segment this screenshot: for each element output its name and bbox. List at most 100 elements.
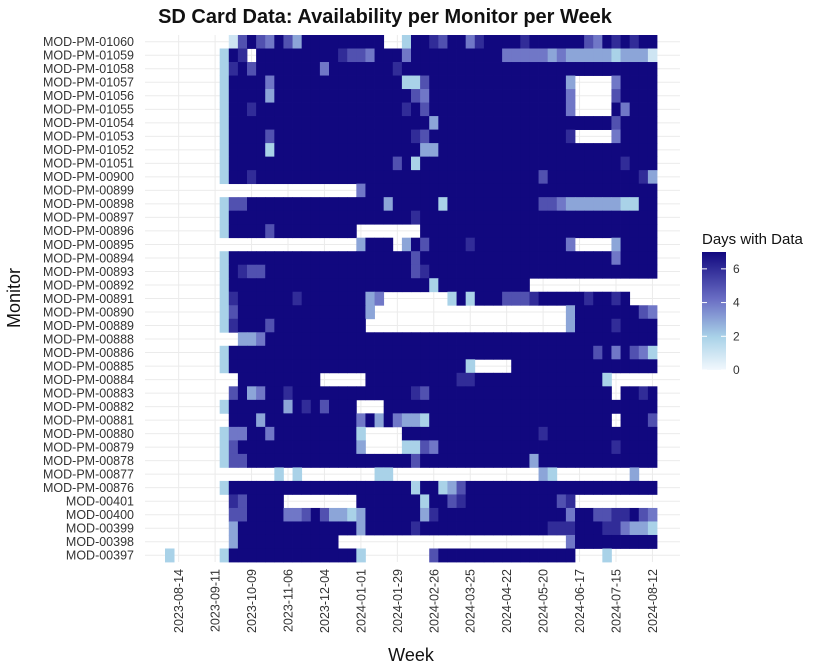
heatmap-cell (502, 251, 512, 266)
y-tick-label: MOD-PM-00893 (43, 265, 134, 279)
heatmap-cell (438, 494, 448, 509)
x-tick-label: 2024-03-25 (464, 569, 478, 633)
heatmap-cell (301, 62, 312, 76)
heatmap-cell (565, 305, 576, 320)
heatmap-cell (483, 210, 494, 225)
heatmap-cell (429, 210, 439, 225)
heatmap-cell (465, 183, 476, 198)
heatmap-cell (265, 116, 275, 130)
heatmap-cell (529, 210, 539, 225)
heatmap-cell (556, 264, 567, 279)
heatmap-cell (538, 102, 549, 117)
heatmap-cell (438, 548, 448, 563)
heatmap-cell (483, 183, 494, 198)
heatmap-cell (411, 386, 421, 401)
heatmap-cell (474, 48, 485, 63)
heatmap-cell (438, 278, 448, 293)
heatmap-cell (356, 170, 366, 185)
heatmap-cell (365, 62, 375, 76)
heatmap-cell (647, 170, 658, 185)
heatmap-cell (420, 224, 430, 239)
heatmap-cell (365, 359, 375, 374)
heatmap-cell (329, 224, 339, 239)
x-tick-label: 2024-05-20 (537, 569, 551, 633)
heatmap-cell (611, 62, 621, 76)
heatmap-cell (247, 291, 257, 306)
heatmap-cell (483, 251, 494, 266)
heatmap-cell (429, 75, 439, 90)
heatmap-cell (520, 440, 530, 455)
heatmap-cell (620, 386, 631, 401)
heatmap-cell (247, 210, 257, 225)
heatmap-cell (401, 156, 412, 171)
heatmap-cell (292, 35, 303, 49)
heatmap-cell (465, 197, 476, 212)
heatmap-cell (520, 251, 530, 266)
heatmap-cell (493, 291, 503, 306)
heatmap-cell (575, 305, 585, 320)
heatmap-cell (538, 480, 549, 495)
heatmap-cell (256, 372, 266, 387)
heatmap-cell (538, 521, 549, 536)
heatmap-cell (474, 291, 485, 306)
heatmap-cell (547, 210, 558, 225)
heatmap-cell (301, 48, 312, 63)
heatmap-cell (283, 480, 293, 495)
heatmap-cell (629, 440, 640, 455)
heatmap-cell (256, 143, 266, 158)
heatmap-cell (265, 494, 275, 509)
heatmap-cell (256, 102, 266, 117)
heatmap-cell (474, 345, 485, 360)
heatmap-cell (392, 197, 403, 212)
heatmap-cell (556, 453, 567, 468)
heatmap-cell (338, 318, 348, 333)
y-tick-label: MOD-PM-00889 (43, 319, 134, 333)
y-tick-label: MOD-PM-01057 (43, 76, 134, 90)
heatmap-cell (420, 102, 430, 117)
heatmap-cell (474, 224, 485, 239)
heatmap-cell (383, 359, 394, 374)
heatmap-cell (411, 210, 421, 225)
heatmap-cell (456, 75, 467, 90)
heatmap-cell (301, 345, 312, 360)
heatmap-cell (283, 75, 293, 90)
heatmap-cell (374, 129, 385, 144)
heatmap-cell (274, 89, 284, 103)
heatmap-cell (237, 494, 248, 509)
heatmap-cell (265, 291, 275, 306)
heatmap-cell (602, 345, 612, 360)
heatmap-cell (584, 183, 594, 198)
heatmap-cell (575, 183, 585, 198)
heatmap-cell (301, 143, 312, 158)
heatmap-cell (529, 183, 539, 198)
heatmap-cell (256, 521, 266, 536)
heatmap-cell (401, 237, 412, 252)
heatmap-cell (292, 278, 303, 293)
heatmap-cell (265, 413, 275, 428)
heatmap-cell (529, 426, 539, 441)
heatmap-cell (347, 332, 357, 347)
heatmap-cell (629, 345, 640, 360)
heatmap-cell (292, 521, 303, 536)
heatmap-cell (565, 372, 576, 387)
heatmap-cell (347, 251, 357, 266)
heatmap-cell (529, 237, 539, 252)
heatmap-cell (274, 35, 284, 49)
heatmap-cell (611, 345, 621, 360)
heatmap-cell (256, 426, 266, 441)
heatmap-cell (465, 399, 476, 414)
heatmap-cell (383, 386, 394, 401)
heatmap-cell (474, 453, 485, 468)
heatmap-cell (301, 413, 312, 428)
heatmap-cell (219, 264, 230, 279)
heatmap-cell (465, 453, 476, 468)
heatmap-cell (438, 102, 448, 117)
heatmap-cell (629, 89, 640, 103)
heatmap-cell (329, 143, 339, 158)
heatmap-cell (520, 237, 530, 252)
heatmap-cell (329, 534, 339, 549)
heatmap-cell (274, 156, 284, 171)
heatmap-cell (629, 170, 640, 185)
heatmap-cell (547, 224, 558, 239)
heatmap-cell (474, 251, 485, 266)
